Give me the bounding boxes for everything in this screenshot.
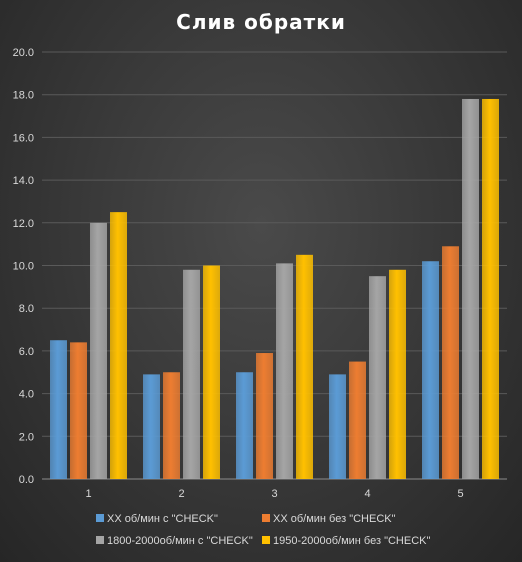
legend-label: 1800-2000об/мин с "CHECK": [107, 535, 253, 547]
bar: [276, 263, 293, 479]
bar: [389, 269, 406, 479]
legend-swatch: [262, 536, 270, 544]
bar: [183, 269, 200, 479]
bar: [349, 361, 366, 479]
bar: [236, 372, 253, 479]
y-tick-label: 0.0: [19, 474, 34, 486]
legend-swatch: [96, 536, 104, 544]
bar: [110, 212, 127, 479]
y-tick-label: 6.0: [19, 346, 34, 358]
bar: [256, 353, 273, 479]
bar: [163, 372, 180, 479]
x-tick-label: 2: [178, 488, 184, 500]
y-tick-label: 14.0: [13, 175, 34, 187]
bar: [50, 340, 67, 479]
bar: [462, 98, 479, 479]
y-tick-label: 18.0: [13, 90, 34, 102]
bar: [329, 374, 346, 479]
x-tick-label: 1: [85, 488, 91, 500]
bar: [422, 261, 439, 479]
x-tick-label: 3: [271, 488, 277, 500]
y-tick-label: 2.0: [19, 431, 34, 443]
bar: [482, 98, 499, 479]
bar: [296, 254, 313, 479]
x-tick-label: 5: [457, 488, 463, 500]
y-tick-label: 20.0: [13, 47, 34, 59]
legend-label: ХХ об/мин без "CHECK": [273, 513, 396, 525]
legend-swatch: [262, 514, 270, 522]
legend-swatch: [96, 514, 104, 522]
legend-label: 1950-2000об/мин без "CHECK": [273, 535, 430, 547]
chart-title: Слив обратки: [176, 10, 346, 34]
bar: [143, 374, 160, 479]
bar: [203, 265, 220, 479]
bar: [90, 222, 107, 480]
y-tick-label: 4.0: [19, 389, 34, 401]
legend-label: ХХ об/мин с "CHECK": [107, 513, 218, 525]
y-tick-label: 10.0: [13, 261, 34, 273]
bar: [369, 276, 386, 479]
x-tick-label: 4: [364, 488, 370, 500]
y-tick-label: 8.0: [19, 303, 34, 315]
y-tick-label: 12.0: [13, 218, 34, 230]
y-tick-label: 16.0: [13, 132, 34, 144]
bar: [70, 342, 87, 479]
bar: [442, 246, 459, 479]
